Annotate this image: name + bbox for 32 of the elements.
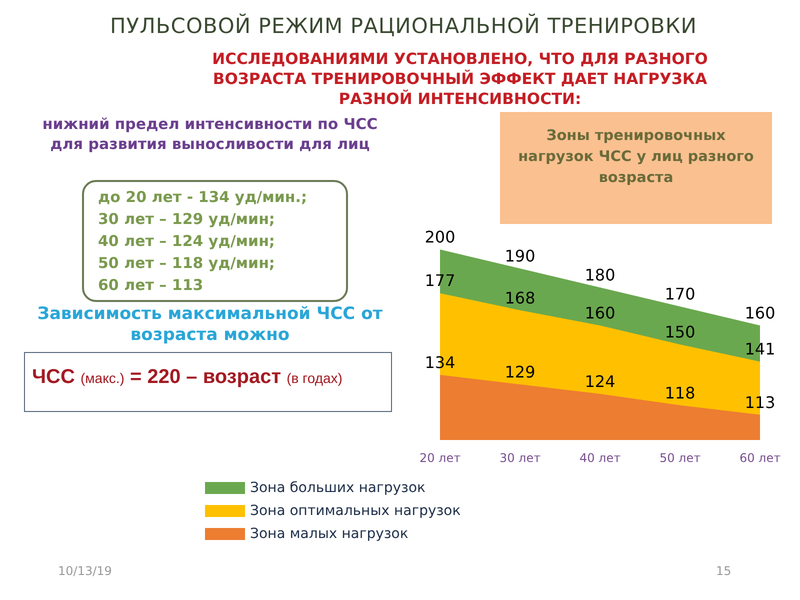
data-label: 190 — [504, 246, 536, 266]
data-label: 124 — [584, 372, 616, 391]
text: 50 лет – 118 уд/мин; — [98, 253, 276, 274]
data-label: 118 — [664, 383, 696, 402]
data-label: 170 — [664, 284, 696, 304]
legend-label: Зона малых нагрузок — [250, 526, 408, 542]
text: нижний предел интенсивности по ЧСС для развития выносливости для лиц — [41, 114, 379, 154]
data-label: 160 — [584, 304, 616, 322]
chart-subtitle: ИССЛЕДОВАНИЯМИ УСТАНОВЛЕНО, ЧТО ДЛЯ РАЗНОГО ВОЗРАСТА ТРЕНИРОВОЧНЫЙ ЭФФЕКТ ДАЕТ НАГРУЗКА РАЗНОЙ ИНТЕНСИВНОСТИ: — [211, 49, 709, 109]
text: 10/13/19 — [58, 564, 112, 578]
data-label: 200 — [424, 228, 456, 246]
x-tick-label: 20 лет — [419, 451, 461, 465]
data-label: 168 — [504, 288, 536, 308]
text: Зоны тренировочных нагрузок ЧСС у лиц разного возраста — [517, 127, 755, 188]
x-tick-label: 60 лет — [739, 451, 781, 465]
x-tick-label: 30 лет — [499, 451, 541, 465]
x-tick-label: 50 лет — [659, 451, 701, 465]
data-label: 160 — [744, 304, 776, 322]
annotation: 15 — [716, 564, 732, 578]
legend-label: Зона оптимальных нагрузок — [250, 503, 461, 519]
chart-title: ПУЛЬСОВОЙ РЕЖИМ РАЦИОНАЛЬНОЙ ТРЕНИРОВКИ — [110, 14, 697, 38]
text: 60 лет – 113 — [98, 275, 204, 296]
legend-label: Зона больших нагрузок — [250, 480, 426, 496]
text: до 20 лет - 134 уд/мин.; — [98, 187, 308, 208]
data-label: 129 — [504, 362, 536, 382]
text: 40 лет – 124 уд/мин; — [98, 231, 276, 252]
text: Зависимость максимальной ЧСС от возраста можно — [36, 304, 384, 346]
text: ЧСС (макс.) = 220 – возраст (в годах) — [32, 366, 342, 388]
x-tick-label: 40 лет — [579, 451, 621, 465]
text: 30 лет – 129 уд/мин; — [98, 209, 276, 230]
data-label: 150 — [664, 322, 696, 342]
data-label: 180 — [584, 266, 616, 284]
